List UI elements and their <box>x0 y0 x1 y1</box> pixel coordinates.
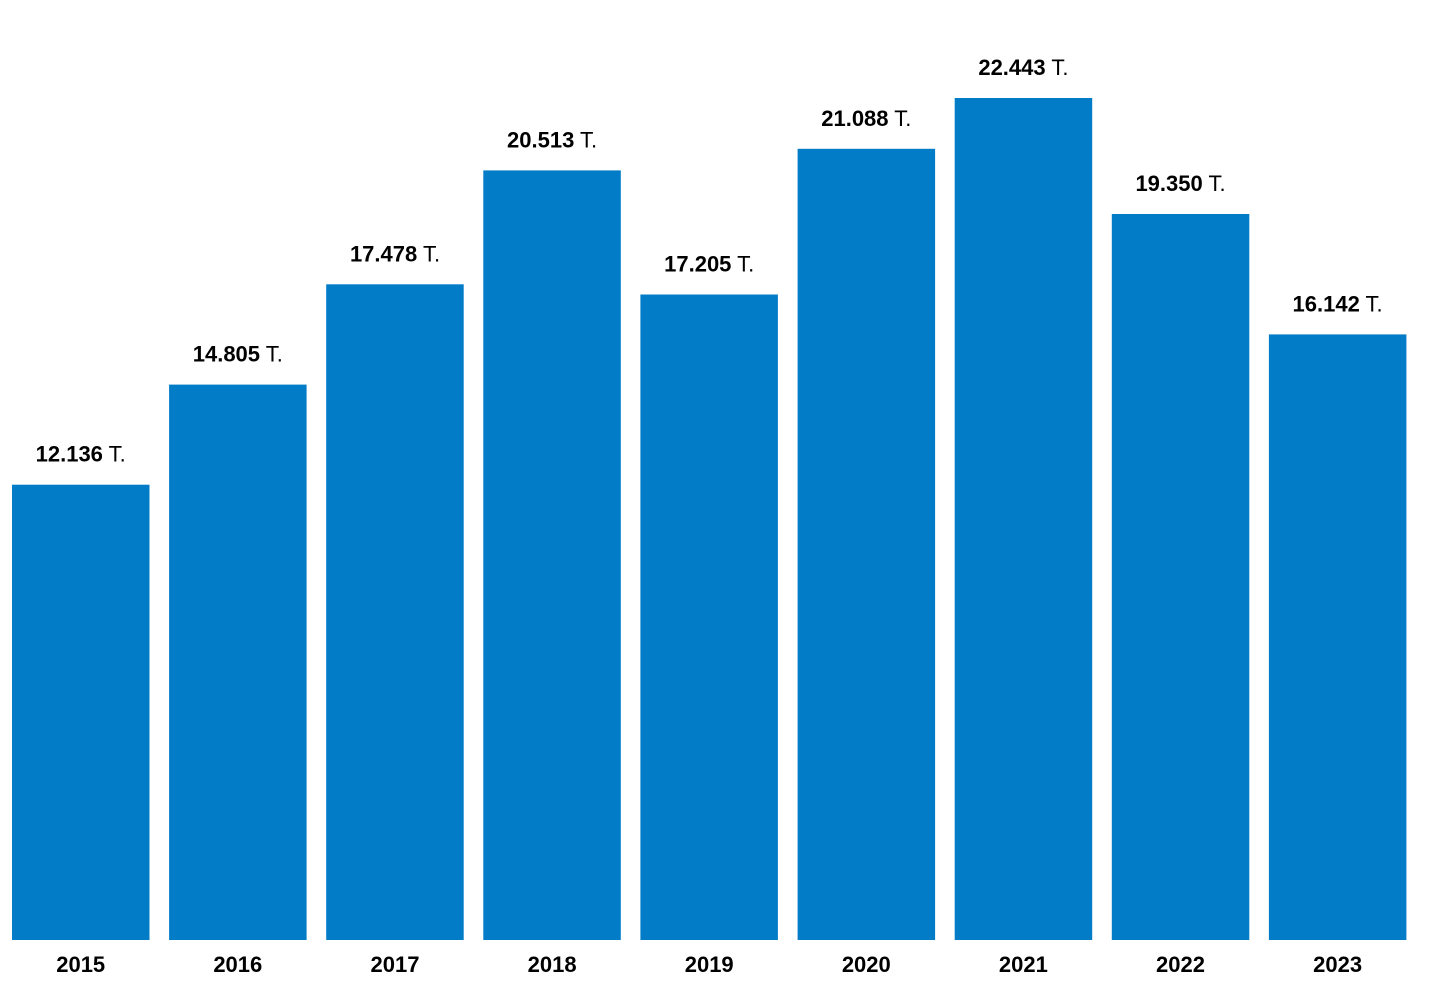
value-label-2020: 21.088 T. <box>821 106 911 131</box>
tick-label-2022: 2022 <box>1156 952 1205 977</box>
value-label-2016: 14.805 T. <box>193 342 283 367</box>
bar-2016 <box>169 384 307 941</box>
value-labels-group: 12.136 T. 14.805 T. 17.478 T. 20.513 T. 17.2… <box>36 55 1383 467</box>
tick-label-2016: 2016 <box>213 952 262 977</box>
bar-2020 <box>797 148 936 941</box>
bar-2017 <box>326 284 464 940</box>
tick-label-2021: 2021 <box>999 952 1048 977</box>
value-label-2021: 22.443 T. <box>978 55 1068 80</box>
value-label-2015: 12.136 T. <box>36 442 126 467</box>
tick-label-2020: 2020 <box>842 952 891 977</box>
tick-label-2017: 2017 <box>371 952 420 977</box>
tick-label-2015: 2015 <box>56 952 105 977</box>
bar-2015 <box>12 484 150 940</box>
tick-label-2018: 2018 <box>528 952 577 977</box>
bar-2022 <box>1111 214 1250 940</box>
bar-2019 <box>640 294 778 940</box>
x-axis-tick-labels: 2015 2016 2017 2018 2019 2020 2021 2022 2023 <box>56 952 1362 977</box>
value-label-2018: 20.513 T. <box>507 127 597 152</box>
value-label-2017: 17.478 T. <box>350 241 440 266</box>
bars-group <box>12 98 1407 941</box>
tick-label-2023: 2023 <box>1313 952 1362 977</box>
value-label-2022: 19.350 T. <box>1135 171 1225 196</box>
bar-2021 <box>954 98 1093 940</box>
value-label-2019: 17.205 T. <box>664 252 754 277</box>
tick-label-2019: 2019 <box>685 952 734 977</box>
bar-2023 <box>1268 334 1407 940</box>
bar-2018 <box>483 170 621 940</box>
value-label-2023: 16.142 T. <box>1293 291 1383 316</box>
